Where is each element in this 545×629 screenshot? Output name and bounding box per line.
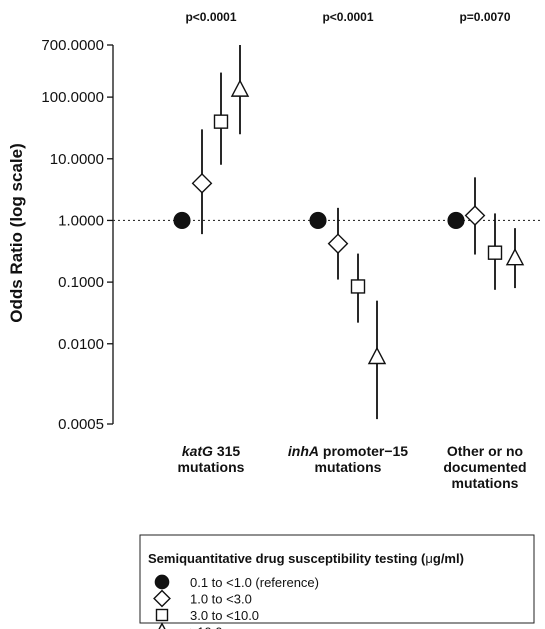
y-tick-label: 100.0000 — [41, 89, 104, 106]
p-value-label: p<0.0001 — [322, 10, 373, 24]
group-label-line: mutations — [452, 475, 519, 491]
group-label-line: katG 315 — [182, 443, 241, 459]
data-point-diamond — [191, 172, 213, 194]
data-point-square — [487, 245, 503, 260]
legend-title-part: μ — [425, 551, 433, 566]
p-value-label: p=0.0070 — [459, 10, 510, 24]
group-label-part: mutations — [315, 459, 382, 475]
group-label-line: documented — [443, 459, 526, 475]
error-bars — [201, 45, 516, 420]
data-point-triangle — [367, 346, 387, 365]
legend-label: 1.0 to <3.0 — [190, 592, 252, 607]
legend-title-part: Semiquantitative drug susceptibility tes… — [148, 551, 426, 566]
p-values: p<0.0001 p<0.0001 p=0.0070 — [185, 10, 510, 24]
group-label-line: mutations — [315, 459, 382, 475]
y-tick-label: 700.0000 — [41, 37, 104, 54]
data-point-triangle — [230, 79, 250, 97]
legend-marker-triangle — [158, 622, 166, 629]
group-label-part: mutations — [452, 475, 519, 491]
y-tick-label: 0.0100 — [58, 336, 104, 353]
data-point-diamond — [464, 205, 486, 226]
y-axis: 700.0000 100.0000 10.0000 1.0000 0.1000 0.010… — [41, 37, 114, 433]
data-point-diamond — [327, 233, 349, 255]
group-label-line: mutations — [178, 459, 245, 475]
y-tick-label: 10.0000 — [50, 151, 104, 168]
group-label-part: katG — [182, 443, 213, 459]
data-point-circle — [447, 211, 465, 230]
group-label-part: documented — [443, 459, 526, 475]
group-label-line: Other or no — [447, 443, 523, 459]
data-point-square — [213, 114, 229, 129]
y-tick-label: 1.0000 — [58, 212, 104, 229]
group-label-part: promoter−15 — [319, 443, 408, 459]
y-tick-label: 0.1000 — [58, 274, 104, 291]
data-point-triangle — [505, 247, 525, 266]
legend-marker-diamond — [153, 589, 171, 608]
group-label-part: Other or no — [447, 443, 523, 459]
group-label-part: mutations — [178, 459, 245, 475]
group-label-part: inhA — [288, 443, 319, 459]
y-tick-label: 0.0005 — [58, 416, 104, 433]
legend-title-part: g/ml) — [433, 551, 464, 566]
data-point-circle — [173, 211, 191, 230]
group-label-line: inhA promoter−15 — [288, 443, 408, 459]
legend-items: 0.1 to <1.0 (reference) 1.0 to <3.03.0 to… — [153, 574, 319, 629]
legend-label: ≥10.0 — [190, 625, 222, 629]
legend-label: 3.0 to <10.0 — [190, 608, 259, 623]
legend-marker-square — [155, 608, 169, 622]
legend: Semiquantitative drug susceptibility tes… — [139, 534, 535, 629]
p-value-label: p<0.0001 — [185, 10, 236, 24]
group-label-part: 315 — [213, 443, 240, 459]
data-markers — [173, 79, 525, 365]
legend-marker-circle — [154, 574, 170, 590]
legend-title: Semiquantitative drug susceptibility tes… — [148, 551, 464, 566]
y-axis-title: Odds Ratio (log scale) — [7, 143, 26, 322]
legend-label: 0.1 to <1.0 (reference) — [190, 575, 319, 590]
data-point-square — [350, 279, 366, 294]
legend-box — [139, 534, 535, 624]
data-point-circle — [309, 211, 327, 230]
